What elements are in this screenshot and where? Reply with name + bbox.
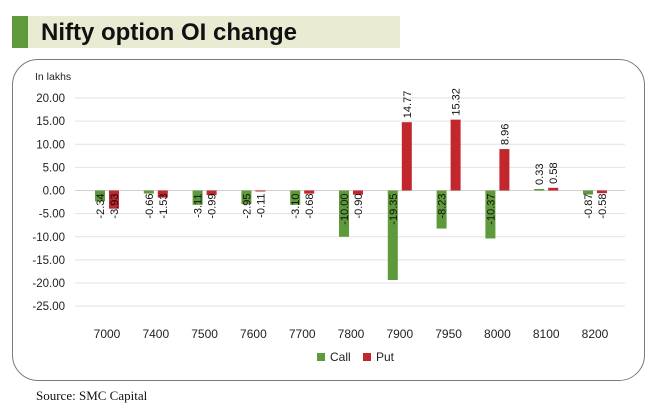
data-label-put-7400: -1.53	[158, 194, 170, 219]
data-label-put-7000: -3.93	[109, 194, 121, 219]
y-tick-label: 15.00	[36, 116, 65, 128]
x-tick-label: 7900	[386, 327, 413, 341]
y-tick-label: 0.00	[43, 186, 65, 198]
x-tick-label: 7000	[94, 327, 121, 341]
title-band: Nifty option OI change	[12, 16, 400, 48]
bar-put-7900	[401, 122, 412, 191]
bar-call-7700	[290, 190, 301, 205]
y-tick-label: 20.00	[36, 93, 65, 105]
bar-call-8000	[485, 190, 496, 239]
bar-call-8200	[583, 190, 593, 195]
data-label-call-7800: -10.00	[339, 194, 351, 225]
bar-call-7400	[143, 190, 154, 194]
bar-put-8200	[597, 190, 607, 194]
data-label-call-7600: -2.95	[241, 194, 253, 219]
y-tick-label: -20.00	[32, 278, 65, 290]
bar-call-7600	[241, 190, 252, 205]
bar-call-7000	[95, 190, 105, 202]
y-unit-label: In lakhs	[35, 71, 71, 83]
x-tick-label: 7500	[191, 327, 218, 341]
bar-put-8000	[499, 149, 510, 191]
data-label-put-8100: 0.58	[548, 162, 560, 183]
y-tick-label: 5.00	[43, 162, 65, 174]
data-label-put-8000: 8.96	[499, 124, 511, 145]
data-label-call-7900: -19.35	[388, 194, 400, 225]
bar-put-8100	[548, 187, 559, 191]
legend-label-call: Call	[330, 350, 351, 364]
legend-label-put: Put	[376, 350, 395, 364]
data-label-put-7950: 15.32	[451, 88, 463, 116]
data-label-put-7500: -0.99	[207, 194, 219, 219]
data-label-call-7400: -0.66	[144, 194, 156, 219]
data-label-put-7800: -0.90	[353, 194, 365, 219]
y-tick-label: -5.00	[39, 209, 65, 221]
bar-put-7700	[304, 190, 315, 194]
data-label-put-8200: -0.58	[597, 194, 609, 219]
data-label-call-8200: -0.87	[583, 194, 595, 219]
y-tick-label: -10.00	[32, 232, 65, 244]
y-tick-label: -15.00	[32, 255, 65, 267]
y-tick-label: 10.00	[36, 139, 65, 151]
data-label-put-7600: -0.11	[255, 194, 267, 218]
chart-frame	[12, 59, 645, 381]
y-tick-label: -25.00	[32, 301, 65, 313]
legend-swatch-put	[363, 353, 371, 361]
bar-call-7950	[436, 190, 447, 229]
bar-put-7950	[450, 119, 461, 191]
chart-title: Nifty option OI change	[41, 19, 297, 46]
data-label-call-7700: -3.10	[290, 194, 302, 219]
x-tick-label: 7400	[142, 327, 169, 341]
x-tick-label: 7700	[289, 327, 316, 341]
bar-call-8100	[534, 188, 545, 191]
data-label-call-8100: 0.33	[534, 164, 546, 185]
data-label-put-7700: -0.68	[304, 194, 316, 219]
x-tick-label: 7600	[240, 327, 267, 341]
x-tick-label: 7950	[435, 327, 462, 341]
source-note: Source: SMC Capital	[36, 388, 148, 403]
x-tick-label: 7800	[338, 327, 365, 341]
x-tick-label: 8000	[484, 327, 511, 341]
legend-swatch-call	[317, 353, 325, 361]
bar-call-7900	[387, 190, 398, 280]
bar-call-7800	[339, 190, 349, 237]
data-label-call-7950: -8.23	[437, 194, 449, 219]
bar-put-7000	[109, 190, 119, 209]
bar-put-7400	[157, 190, 168, 198]
bar-put-7600	[255, 190, 266, 192]
data-label-call-7000: -2.34	[95, 194, 107, 219]
title-accent-bar	[12, 16, 28, 48]
bar-call-7500	[192, 190, 203, 205]
data-label-put-7900: 14.77	[402, 91, 414, 119]
bar-put-7800	[353, 190, 363, 195]
data-label-call-7500: -3.11	[193, 194, 205, 218]
x-tick-label: 8100	[533, 327, 560, 341]
x-tick-label: 8200	[582, 327, 609, 341]
bar-put-7500	[206, 190, 217, 196]
data-label-call-8000: -10.37	[485, 194, 497, 225]
